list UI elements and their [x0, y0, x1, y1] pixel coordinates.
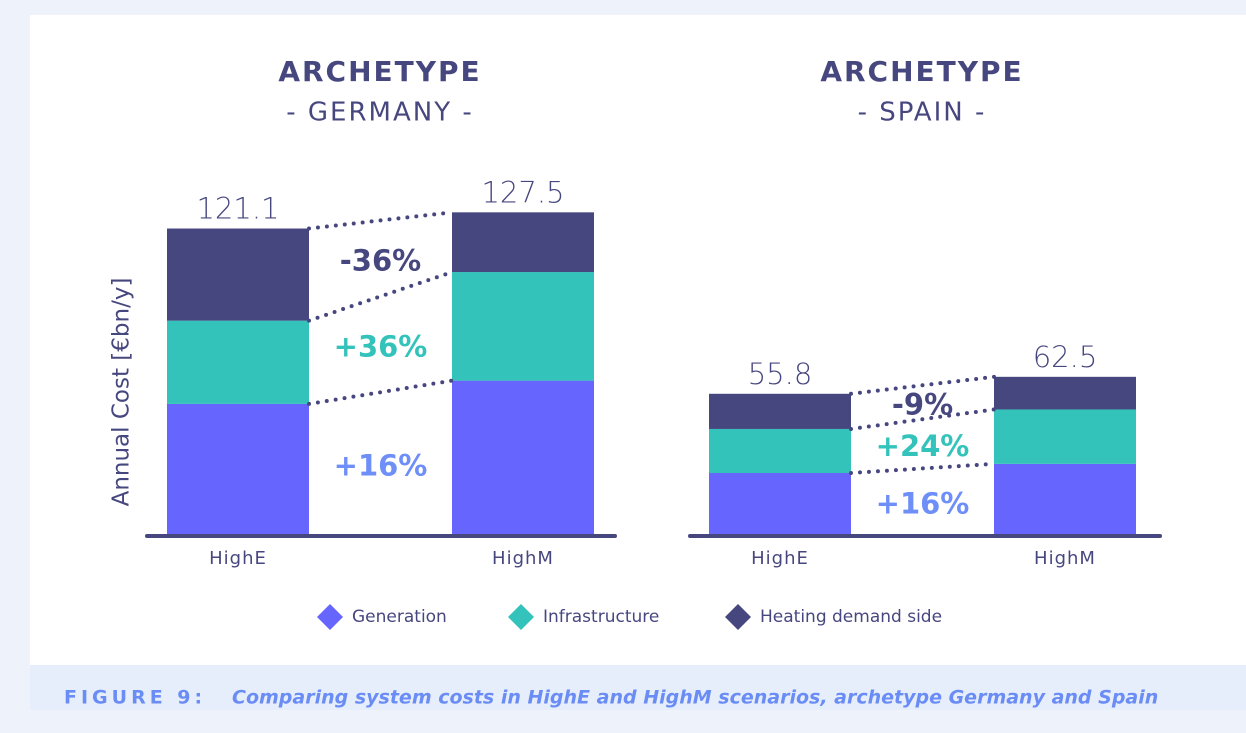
connector: [307, 210, 454, 231]
legend-label: Heating demand side: [760, 607, 942, 627]
caption-text: Comparing system costs in HighE and High…: [232, 687, 1158, 709]
chart-title: ARCHETYPE: [278, 55, 481, 88]
change-label: +16%: [876, 487, 970, 521]
chart-title: ARCHETYPE: [820, 55, 1023, 88]
bar-segment: [167, 403, 309, 535]
change-label: -9%: [892, 387, 953, 421]
bar-segment: [994, 463, 1136, 535]
x-tick-label: HighE: [209, 548, 267, 569]
total-label: 62.5: [1033, 340, 1098, 374]
connector: [849, 374, 996, 396]
connector: [849, 461, 996, 475]
change-label: +24%: [876, 429, 970, 463]
connector: [307, 378, 454, 406]
bar-segment: [709, 393, 851, 429]
legend-swatch: [725, 604, 751, 630]
legend-label: Infrastructure: [543, 607, 659, 627]
chart-subtitle: - SPAIN -: [858, 98, 987, 128]
caption-band: [30, 665, 1246, 710]
change-label: +16%: [334, 449, 428, 483]
total-label: 127.5: [481, 175, 564, 209]
total-label: 121.1: [196, 192, 279, 226]
caption-label: FIGURE 9:: [64, 687, 206, 709]
legend-label: Generation: [352, 607, 447, 627]
legend-swatch: [508, 604, 534, 630]
connector: [307, 270, 454, 323]
x-tick-label: HighM: [1034, 548, 1096, 569]
bar-segment: [167, 320, 309, 404]
change-label: +36%: [334, 329, 428, 363]
bar-segment: [452, 272, 594, 381]
total-label: 55.8: [748, 357, 813, 391]
chart-subtitle: - GERMANY -: [286, 98, 473, 128]
bar-segment: [709, 472, 851, 535]
bar-segment: [452, 380, 594, 535]
bar-segment: [167, 228, 309, 321]
change-label: -36%: [340, 243, 421, 277]
bar-segment: [709, 428, 851, 473]
y-axis-label: Annual Cost [€bn/y]: [109, 278, 135, 507]
bar-segment: [452, 212, 594, 273]
bar-segment: [994, 409, 1136, 464]
bar-segment: [994, 376, 1136, 410]
legend-swatch: [317, 604, 343, 630]
connector: [849, 407, 996, 431]
x-tick-label: HighM: [492, 548, 554, 569]
x-tick-label: HighE: [751, 548, 809, 569]
